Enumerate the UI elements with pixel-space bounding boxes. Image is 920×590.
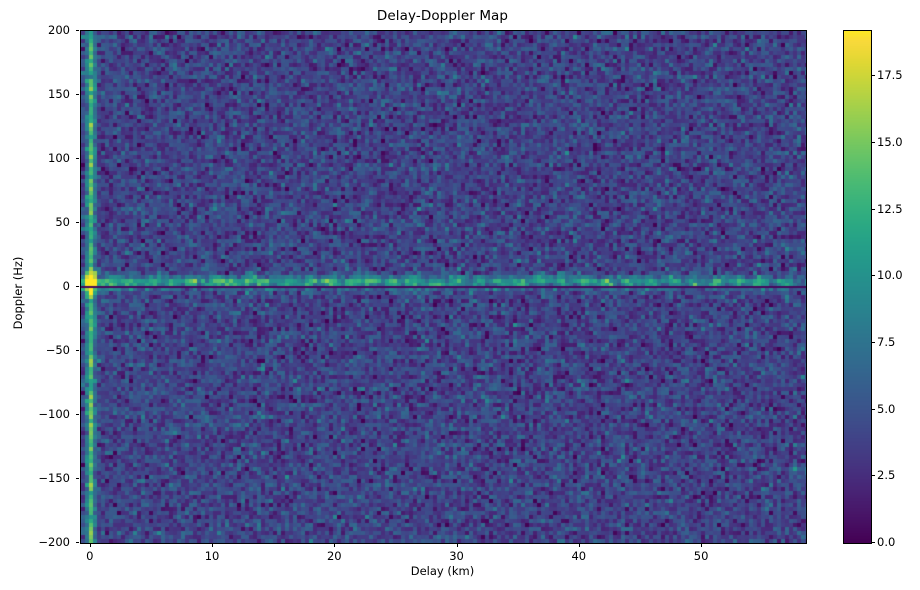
y-tick-mark <box>75 414 79 415</box>
page-title: Delay-Doppler Map <box>376 8 509 24</box>
y-tick-mark <box>75 222 79 223</box>
y-axis-label: Doppler (Hz) <box>11 256 25 330</box>
colorbar-tick-mark <box>871 408 875 410</box>
x-tick-mark <box>212 543 214 547</box>
colorbar-tick-label: 17.5 <box>877 68 903 83</box>
x-axis-label: Delay (km) <box>410 564 475 578</box>
colorbar-tick-label: 2.5 <box>877 468 896 483</box>
x-tick-label: 10 <box>204 549 220 563</box>
x-tick-label: 20 <box>326 549 342 563</box>
y-tick-label: 50 <box>55 215 70 229</box>
x-tick-label: 50 <box>693 549 709 563</box>
y-tick-label: −200 <box>38 535 70 549</box>
y-tick-label: −50 <box>45 343 70 357</box>
colorbar-tick-label: 0.0 <box>877 535 896 549</box>
y-tick-label: 100 <box>48 151 70 165</box>
colorbar-tick-label: 5.0 <box>877 401 896 416</box>
x-tick-mark <box>334 543 336 547</box>
colorbar-tick-mark <box>871 342 875 343</box>
y-tick-label: −100 <box>38 407 70 421</box>
colorbar-tick-mark <box>871 275 875 277</box>
y-tick-mark <box>75 350 79 351</box>
delay-doppler-heatmap <box>81 31 806 543</box>
colorbar-tick-mark <box>871 475 875 477</box>
y-tick-mark <box>75 542 79 543</box>
x-tick-label: 0 <box>86 549 94 563</box>
colorbar-tick-mark <box>871 208 875 210</box>
colorbar <box>843 30 872 544</box>
colorbar-tick-label: 7.5 <box>877 335 896 349</box>
y-tick-label: −150 <box>38 471 70 485</box>
x-tick-mark <box>701 543 703 547</box>
y-tick-mark <box>75 94 79 95</box>
colorbar-tick-label: 12.5 <box>877 201 903 216</box>
x-tick-mark <box>578 543 580 547</box>
y-tick-mark <box>75 286 79 287</box>
y-tick-label: 200 <box>48 23 70 37</box>
x-tick-label: 40 <box>571 549 587 563</box>
colorbar-tick-mark <box>871 75 875 77</box>
x-tick-mark <box>89 543 91 547</box>
colorbar-gradient <box>844 31 871 543</box>
colorbar-tick-mark <box>871 542 875 543</box>
y-tick-label: 0 <box>62 279 70 293</box>
heatmap-axes <box>80 30 807 544</box>
colorbar-tick-label: 15.0 <box>877 135 903 149</box>
colorbar-tick-label: 10.0 <box>877 268 903 283</box>
x-tick-mark <box>456 543 458 547</box>
colorbar-tick-mark <box>871 142 875 143</box>
y-tick-label: 150 <box>48 87 70 101</box>
y-tick-mark <box>75 478 79 479</box>
y-tick-mark <box>75 158 79 159</box>
y-tick-mark <box>75 30 79 31</box>
x-tick-label: 30 <box>449 549 464 563</box>
